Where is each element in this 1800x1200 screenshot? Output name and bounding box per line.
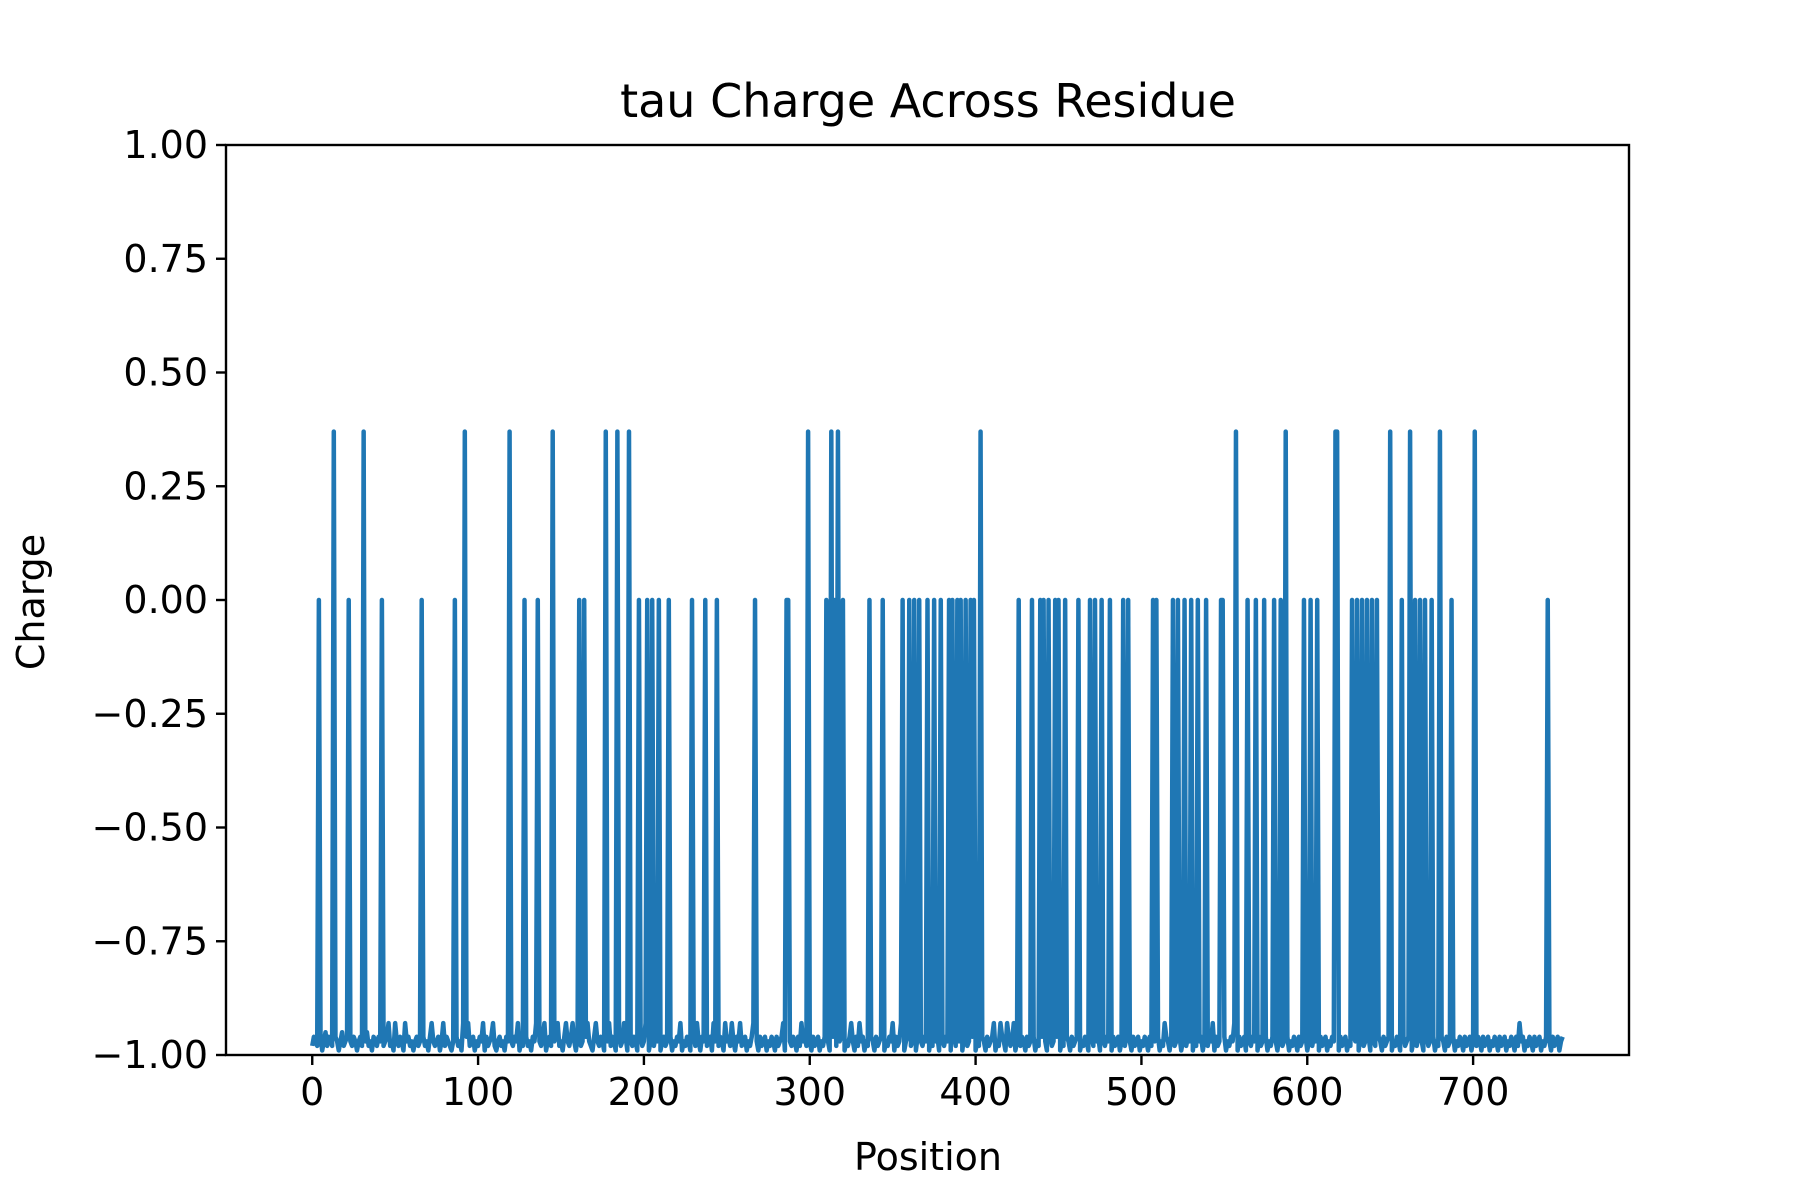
x-tick-label: 200 (608, 1070, 681, 1114)
y-tick-label: −1.00 (92, 1033, 208, 1077)
x-tick-label: 500 (1105, 1070, 1178, 1114)
y-tick-label: 0.75 (123, 237, 208, 281)
y-tick-label: 0.25 (123, 464, 208, 508)
series-line-0 (310, 429, 1565, 1053)
chart-title: tau Charge Across Residue (620, 74, 1236, 128)
y-tick-label: 0.50 (123, 351, 208, 395)
x-axis-label: Position (854, 1135, 1002, 1179)
y-tick-label: 1.00 (123, 123, 208, 167)
y-tick-label: 0.00 (123, 578, 208, 622)
y-tick-label: −0.25 (92, 692, 208, 736)
plot-series (310, 429, 1565, 1053)
x-tick-label: 700 (1437, 1070, 1510, 1114)
y-tick-label: −0.50 (92, 806, 208, 850)
x-tick-label: 300 (773, 1070, 846, 1114)
y-axis-label: Charge (9, 534, 53, 670)
x-tick-label: 100 (442, 1070, 515, 1114)
y-tick-label: −0.75 (92, 919, 208, 963)
y-axis-ticks: 1.00 0.75 0.50 0.25 0.00 −0.25 −0.50 −0.75 −1.00 (92, 123, 226, 1077)
x-tick-label: 400 (939, 1070, 1012, 1114)
x-tick-label: 0 (300, 1070, 324, 1114)
x-axis-ticks: 0 100 200 300 400 500 600 700 (300, 1055, 1509, 1114)
x-tick-label: 600 (1271, 1070, 1344, 1114)
